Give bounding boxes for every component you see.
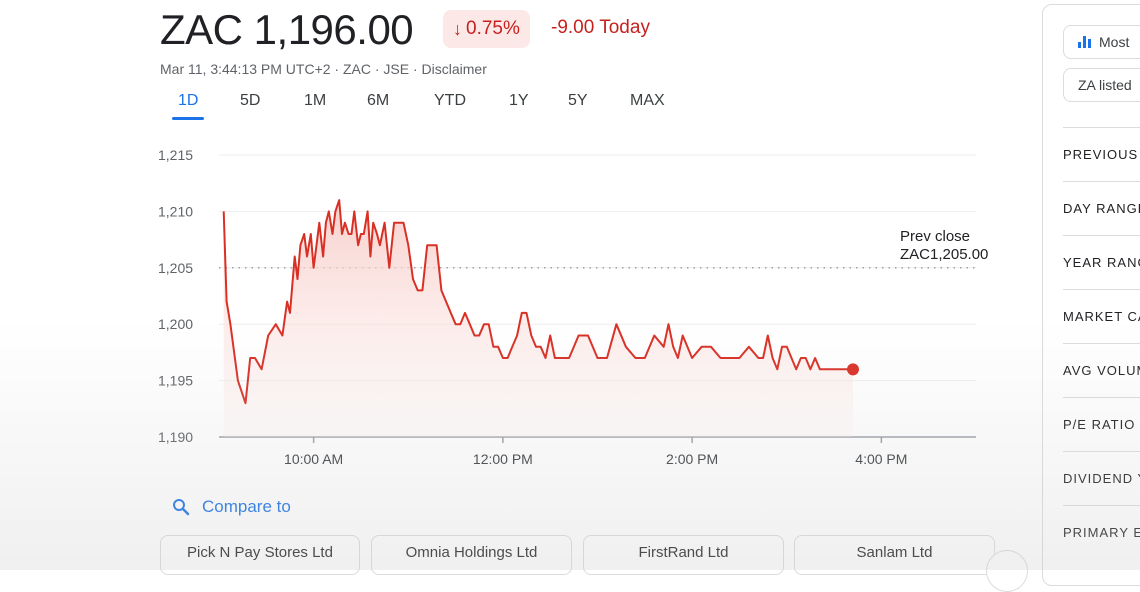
peer-chip[interactable]: FirstRand Ltd [583,535,784,575]
y-tick-label: 1,215 [158,147,193,163]
stat-avg-volume: AVG VOLUM [1063,343,1140,397]
peer-chip[interactable]: Sanlam Ltd [794,535,995,575]
most-filter-chip[interactable]: Most [1063,25,1140,59]
stats-panel: Most ZA listed PREVIOUS DAY RANGE YEAR R… [1042,4,1140,586]
stat-market-cap: MARKET CA [1063,289,1140,343]
za-listed-chip[interactable]: ZA listed [1063,68,1140,102]
tab-5d[interactable]: 5D [240,92,261,109]
y-tick-label: 1,190 [158,429,193,445]
stat-pe-ratio: P/E RATIO [1063,397,1140,451]
compare-to-button[interactable]: Compare to [172,497,291,517]
za-listed-label: ZA listed [1078,77,1132,93]
ticker-price: ZAC 1,196.00 [160,6,414,53]
y-tick-label: 1,200 [158,316,193,332]
change-percent-badge: ↓ 0.75% [443,10,530,48]
x-tick-label: 4:00 PM [855,451,907,467]
prev-close-value: ZAC1,205.00 [900,246,988,263]
peer-chip[interactable]: Pick N Pay Stores Ltd [160,535,360,575]
quote-meta: Mar 11, 3:44:13 PM UTC+2 · ZAC · JSE · D… [160,61,487,77]
price-chart[interactable]: 1,190 1,195 1,200 1,205 1,210 1,215 10:00 AM 12… [150,140,990,480]
search-icon [173,499,190,516]
stat-dividend-yield: DIVIDEND Y [1063,451,1140,505]
chips-next-button[interactable] [986,550,1028,592]
bar-chart-icon [1078,36,1091,48]
active-tab-indicator [172,117,205,120]
y-tick-label: 1,210 [158,203,193,219]
tab-1d[interactable]: 1D [172,92,205,120]
most-filter-label: Most [1099,34,1130,50]
tab-max[interactable]: MAX [630,92,665,109]
stat-year-range: YEAR RANG [1063,235,1140,289]
stat-previous-close: PREVIOUS [1063,127,1140,181]
x-tick-label: 12:00 PM [473,451,533,467]
price-line [222,199,853,405]
peer-name: FirstRand Ltd [638,544,729,561]
price-area [223,200,853,437]
tab-6m[interactable]: 6M [367,92,390,109]
arrow-down-icon: ↓ [453,19,462,39]
last-price-dot [846,363,859,376]
y-tick-label: 1,195 [158,373,193,389]
tab-1y[interactable]: 1Y [509,92,529,109]
peer-name: Omnia Holdings Ltd [405,544,538,561]
today-change: -9.00 Today [551,17,650,38]
tab-ytd[interactable]: YTD [434,92,466,109]
y-tick-label: 1,205 [158,260,193,276]
peer-name: Pick N Pay Stores Ltd [187,544,333,561]
tab-5y[interactable]: 5Y [568,92,588,109]
x-tick-label: 2:00 PM [666,451,718,467]
change-percent: 0.75% [466,18,520,39]
compare-to-label: Compare to [202,497,291,516]
tab-1m[interactable]: 1M [304,92,327,109]
peer-name: Sanlam Ltd [856,544,933,561]
stat-primary-exchange: PRIMARY E [1063,505,1140,559]
prev-close-label: Prev close [900,228,970,245]
stat-day-range: DAY RANGE [1063,181,1140,235]
peer-chip[interactable]: Omnia Holdings Ltd [371,535,572,575]
x-tick-label: 10:00 AM [284,451,343,467]
